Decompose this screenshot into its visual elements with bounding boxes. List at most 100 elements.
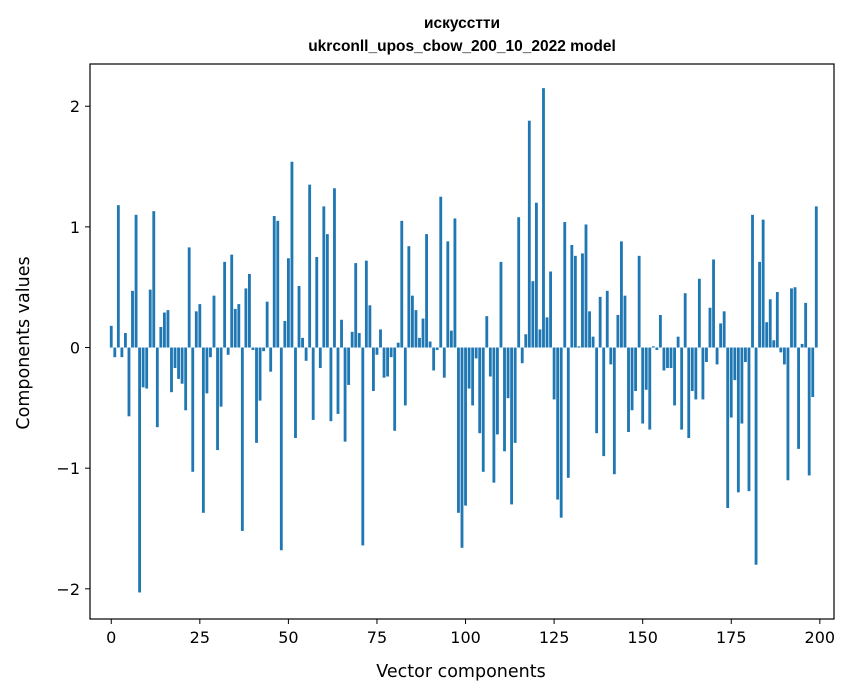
bar-component-164 <box>690 347 694 391</box>
bar-component-154 <box>655 347 659 350</box>
bar-component-131 <box>573 255 577 348</box>
bar-component-168 <box>705 347 708 363</box>
bar-component-142 <box>612 347 616 475</box>
y-tick-label: −2 <box>56 580 80 599</box>
bar-component-193 <box>793 287 797 348</box>
bar-component-105 <box>481 347 485 472</box>
bar-component-189 <box>779 347 783 353</box>
bar-component-174 <box>726 347 730 508</box>
x-tick-label: 200 <box>805 628 836 647</box>
bar-component-124 <box>549 271 552 348</box>
bar-component-12 <box>152 211 156 348</box>
bar-component-181 <box>751 214 754 348</box>
bar-component-194 <box>797 347 800 449</box>
bar-component-7 <box>134 214 138 348</box>
bar-component-39 <box>248 273 251 348</box>
bar-component-141 <box>609 347 613 365</box>
bar-component-72 <box>364 260 368 348</box>
bar-component-90 <box>428 341 432 348</box>
x-tick-label: 125 <box>539 628 570 647</box>
bar-component-56 <box>308 184 312 348</box>
bar-component-91 <box>432 347 436 371</box>
bar-component-13 <box>155 347 159 428</box>
bar-component-67 <box>347 347 351 385</box>
bar-component-62 <box>329 347 333 422</box>
chart-title: искусстти <box>424 15 500 32</box>
bar-component-169 <box>708 307 712 348</box>
bar-component-160 <box>676 336 680 348</box>
y-tick-label: −1 <box>56 459 80 478</box>
bar-component-102 <box>471 347 475 406</box>
bar-component-92 <box>435 347 439 350</box>
bar-component-114 <box>513 347 517 443</box>
bar-component-9 <box>141 347 145 388</box>
bar-component-88 <box>421 318 425 348</box>
x-tick-label: 175 <box>716 628 747 647</box>
bar-component-133 <box>581 253 584 348</box>
bar-component-153 <box>651 346 655 348</box>
x-axis-ticks: 0 25 50 75 100 125 150 175 200 <box>106 619 835 647</box>
plot-area-frame <box>89 63 835 620</box>
bar-component-163 <box>687 347 691 439</box>
bar-component-85 <box>410 295 414 348</box>
bar-component-171 <box>715 347 719 365</box>
bar-component-71 <box>361 347 365 546</box>
bar-component-79 <box>389 347 393 358</box>
bar-component-120 <box>534 202 538 348</box>
bar-component-77 <box>382 347 386 378</box>
bar-component-123 <box>545 317 549 348</box>
bar-component-199 <box>814 206 818 348</box>
x-tick-label: 25 <box>190 628 210 647</box>
bar-component-134 <box>584 224 588 348</box>
bar-component-49 <box>283 320 287 348</box>
bar-component-106 <box>485 316 489 348</box>
bar-component-96 <box>449 330 453 348</box>
bar-component-157 <box>666 347 669 369</box>
bar-component-38 <box>244 288 248 348</box>
bar-component-161 <box>680 347 684 430</box>
bar-component-183 <box>758 261 762 348</box>
bar-component-103 <box>474 347 478 359</box>
bar-component-122 <box>542 88 545 348</box>
y-tick-label: 1 <box>70 218 80 237</box>
bar-component-37 <box>240 347 244 531</box>
bar-component-147 <box>630 347 634 411</box>
bar-component-155 <box>658 314 662 348</box>
bar-component-180 <box>747 347 751 492</box>
bar-series <box>109 88 818 593</box>
bar-component-69 <box>354 263 358 348</box>
bar-component-198 <box>811 347 815 397</box>
bar-component-101 <box>467 347 471 389</box>
bar-component-113 <box>510 347 514 505</box>
bar-component-2 <box>116 205 120 348</box>
bar-component-175 <box>729 347 733 418</box>
bar-component-75 <box>375 347 379 355</box>
bar-component-127 <box>559 347 563 518</box>
bar-component-57 <box>311 347 315 420</box>
bar-component-20 <box>180 347 184 384</box>
bar-component-125 <box>552 347 556 400</box>
bar-component-167 <box>701 347 705 400</box>
bar-component-22 <box>187 247 191 348</box>
bar-component-121 <box>538 329 542 348</box>
bar-component-21 <box>184 347 188 411</box>
bar-component-41 <box>255 347 258 443</box>
bar-component-177 <box>736 347 740 493</box>
bar-component-16 <box>166 310 170 348</box>
bar-component-108 <box>492 347 496 483</box>
bar-component-136 <box>591 336 595 348</box>
bar-component-170 <box>712 259 715 348</box>
bar-component-182 <box>754 347 758 565</box>
bar-component-1 <box>113 347 117 358</box>
bar-component-17 <box>170 347 173 393</box>
bar-component-6 <box>131 290 134 348</box>
bar-component-128 <box>563 222 567 348</box>
bar-component-55 <box>304 347 308 361</box>
y-tick-label: 0 <box>70 339 80 358</box>
bar-component-70 <box>357 333 361 348</box>
y-tick-label: 2 <box>70 97 80 116</box>
bar-component-28 <box>209 347 212 358</box>
bar-component-104 <box>478 347 482 434</box>
bar-component-76 <box>379 329 382 348</box>
